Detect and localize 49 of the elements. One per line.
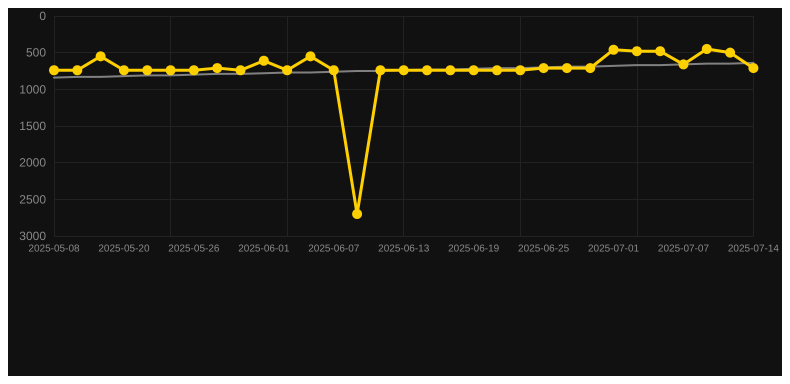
x-tick-label: 2025-07-01 bbox=[588, 244, 640, 254]
y-tick-label: 1000 bbox=[19, 82, 46, 96]
y-tick-label: 500 bbox=[26, 46, 46, 60]
point bbox=[96, 51, 106, 62]
x-tick-label: 2025-06-25 bbox=[518, 244, 570, 254]
point bbox=[49, 65, 59, 76]
x-tick-label: 2025-07-14 bbox=[728, 244, 780, 254]
point bbox=[678, 59, 688, 70]
point bbox=[445, 65, 456, 76]
point bbox=[258, 56, 269, 66]
x-tick-label: 2025-06-07 bbox=[308, 244, 360, 254]
y-tick-label: 2000 bbox=[19, 156, 46, 170]
x-tick-label: 2025-06-01 bbox=[238, 244, 290, 254]
point bbox=[398, 65, 409, 76]
point bbox=[562, 63, 572, 74]
point bbox=[188, 65, 199, 76]
point bbox=[328, 65, 339, 76]
point bbox=[725, 48, 736, 58]
point bbox=[236, 65, 246, 76]
x-tick-label: 2025-05-26 bbox=[168, 244, 220, 254]
y-tick-label: 2500 bbox=[19, 192, 46, 206]
point bbox=[212, 63, 222, 74]
point bbox=[282, 65, 292, 76]
y-tick-label: 1500 bbox=[19, 119, 46, 133]
point bbox=[585, 63, 596, 74]
point bbox=[748, 63, 758, 74]
x-tick-label: 2025-05-08 bbox=[28, 244, 80, 254]
point bbox=[142, 65, 152, 76]
point bbox=[305, 51, 316, 62]
point bbox=[468, 65, 479, 76]
point bbox=[422, 65, 432, 76]
y-tick-label: 0 bbox=[39, 9, 46, 23]
x-tick-label: 2025-06-19 bbox=[448, 244, 500, 254]
point bbox=[72, 65, 82, 76]
point bbox=[538, 63, 549, 74]
point bbox=[655, 46, 666, 56]
point bbox=[375, 65, 386, 76]
point bbox=[515, 65, 526, 76]
point bbox=[492, 65, 502, 76]
x-tick-label: 2025-06-13 bbox=[378, 244, 430, 254]
y-tick-label: 3000 bbox=[19, 229, 46, 243]
point bbox=[166, 65, 176, 76]
point bbox=[352, 209, 362, 219]
x-tick-label: 2025-05-20 bbox=[98, 244, 150, 254]
point bbox=[702, 44, 712, 54]
point bbox=[118, 65, 129, 76]
point bbox=[632, 46, 642, 56]
point bbox=[608, 44, 619, 55]
x-tick-label: 2025-07-07 bbox=[658, 244, 710, 254]
